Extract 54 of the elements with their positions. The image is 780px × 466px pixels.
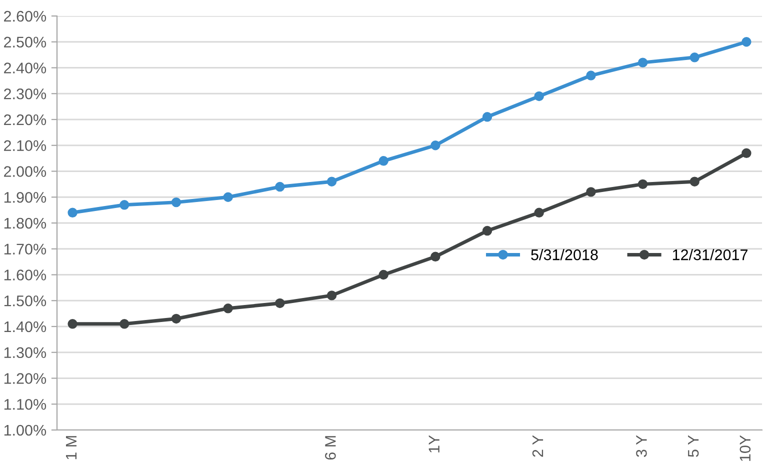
point bbox=[120, 200, 130, 210]
point bbox=[534, 208, 544, 218]
point bbox=[223, 192, 233, 202]
point bbox=[68, 208, 78, 218]
point bbox=[430, 252, 440, 262]
point bbox=[534, 91, 544, 102]
y-tick-label: 1.00% bbox=[4, 424, 46, 436]
y-tick-label: 1.80% bbox=[4, 218, 46, 229]
point bbox=[482, 112, 492, 122]
point bbox=[742, 37, 752, 47]
y-tick-label: 1.30% bbox=[4, 347, 46, 358]
point bbox=[586, 70, 596, 80]
point bbox=[586, 187, 596, 197]
x-tick-label: 2 Y bbox=[532, 435, 544, 457]
legend-label: 5/31/2018 bbox=[531, 249, 598, 260]
y-tick-label: 1.10% bbox=[4, 398, 46, 410]
y-tick-label: 2.60% bbox=[4, 10, 46, 22]
x-tick-label: 5 Y bbox=[688, 435, 699, 457]
y-tick-label: 1.40% bbox=[4, 321, 46, 332]
x-tick-label: 6 M bbox=[325, 436, 336, 460]
y-tick-label: 2.30% bbox=[4, 88, 46, 100]
point bbox=[742, 148, 752, 158]
legend-label: 12/31/2017 bbox=[672, 249, 748, 260]
point bbox=[275, 182, 285, 192]
y-tick-label: 2.50% bbox=[4, 36, 46, 48]
y-tick-label: 2.10% bbox=[4, 140, 46, 152]
point bbox=[171, 197, 182, 208]
point bbox=[223, 304, 233, 314]
y-tick-label: 2.40% bbox=[4, 62, 46, 74]
point bbox=[430, 140, 440, 150]
point bbox=[638, 58, 648, 68]
y-tick-label: 2.00% bbox=[4, 166, 46, 177]
x-tick-label: 10Y bbox=[740, 435, 751, 461]
point bbox=[171, 314, 182, 324]
point bbox=[275, 298, 285, 308]
x-tick-label: 3 Y bbox=[636, 435, 647, 457]
point bbox=[68, 319, 78, 329]
y-tick-label: 2.20% bbox=[4, 114, 46, 126]
x-tick-label: 1 M bbox=[66, 436, 76, 460]
y-tick-label: 1.70% bbox=[4, 244, 46, 255]
y-tick-label: 1.60% bbox=[4, 270, 46, 280]
point bbox=[482, 226, 492, 236]
y-tick-label: 1.90% bbox=[4, 192, 46, 203]
point bbox=[690, 52, 700, 62]
point bbox=[378, 270, 388, 280]
point bbox=[638, 179, 648, 190]
x-tick-label: 1Y bbox=[428, 435, 440, 452]
y-tick-label: 1.20% bbox=[4, 373, 46, 384]
y-tick-label: 1.50% bbox=[4, 295, 46, 306]
point bbox=[690, 176, 700, 186]
point bbox=[326, 290, 337, 300]
point bbox=[326, 176, 337, 186]
point bbox=[120, 319, 130, 329]
point bbox=[378, 156, 388, 166]
